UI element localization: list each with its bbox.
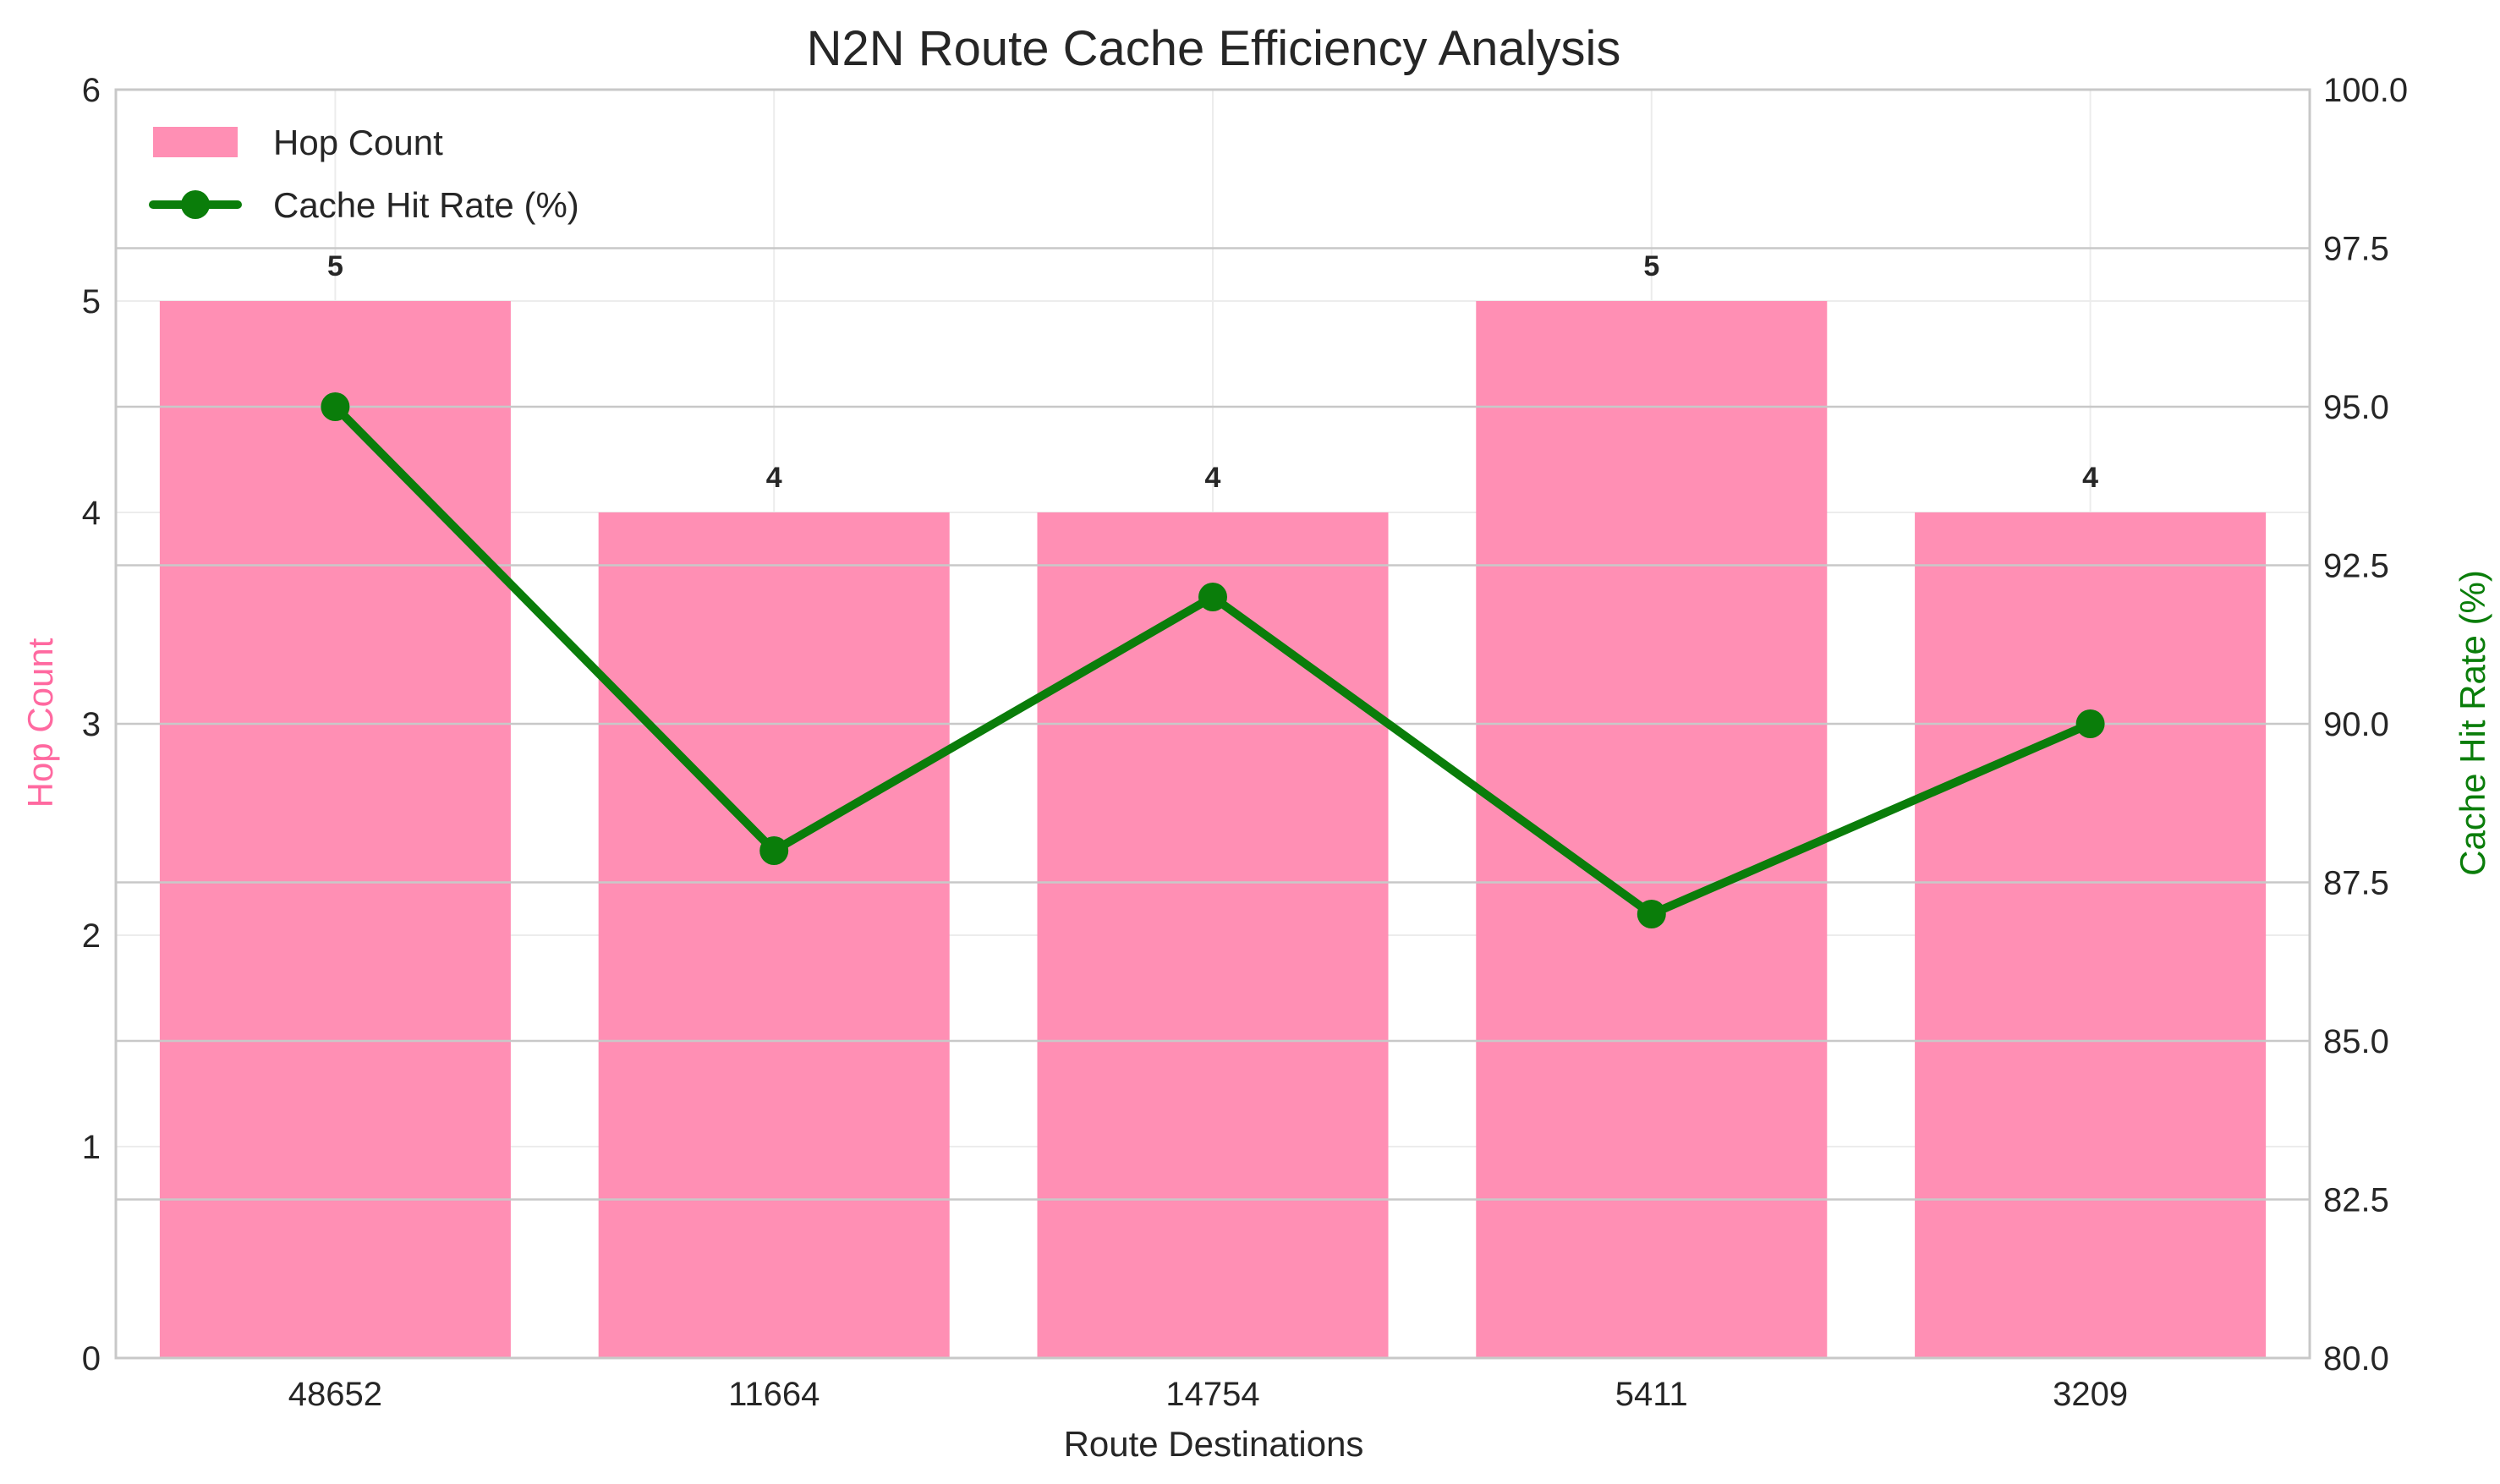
y-tick-label-left: 0 [82, 1340, 101, 1377]
y-tick-label-left: 4 [82, 495, 101, 532]
y-tick-label-left: 2 [82, 917, 101, 955]
bar-value-label: 4 [2082, 462, 2098, 494]
legend-marker-cache-hit-rate [181, 190, 210, 219]
bar-value-label: 4 [1205, 462, 1221, 494]
cache-hit-rate-point-3209 [2075, 709, 2105, 738]
y-axis-label-right: Cache Hit Rate (%) [2453, 570, 2492, 876]
y-tick-label-right: 82.5 [2323, 1182, 2389, 1219]
y-tick-label-left: 3 [82, 706, 101, 743]
x-tick-label: 11664 [728, 1376, 820, 1413]
bar-11664 [598, 512, 950, 1358]
y-tick-label-left: 1 [82, 1129, 101, 1166]
cache-hit-rate-point-14754 [1198, 583, 1227, 611]
axes: 0 1 2 3 4 5 6 80.0 82.5 85.0 87.5 90.0 92.5 95.0 97.5 1… [82, 72, 2408, 1413]
y-tick-label-right: 80.0 [2323, 1340, 2389, 1377]
legend: Hop Count Cache Hit Rate (%) [149, 123, 579, 225]
bar-value-label: 5 [1643, 250, 1659, 282]
legend-label-hop-count: Hop Count [273, 123, 443, 162]
data-labels: 5 4 4 5 4 [327, 250, 2098, 494]
y-tick-label-right: 85.0 [2323, 1023, 2389, 1060]
chart-title: N2N Route Cache Efficiency Analysis [807, 21, 1621, 76]
x-axis-label: Route Destinations [1064, 1424, 1364, 1464]
y-tick-label-right: 92.5 [2323, 548, 2389, 585]
cache-hit-rate-point-48652 [321, 392, 350, 421]
cache-hit-rate-point-11664 [759, 836, 789, 865]
x-tick-label: 14754 [1165, 1376, 1259, 1413]
y-tick-label-right: 90.0 [2323, 706, 2389, 743]
y-axis-label-left: Hop Count [20, 638, 60, 808]
bar-3209 [1915, 512, 2267, 1358]
y-tick-label-left: 5 [82, 283, 101, 320]
x-tick-label: 3209 [2053, 1376, 2128, 1413]
bar-value-label: 4 [766, 462, 782, 494]
legend-label-cache-hit-rate: Cache Hit Rate (%) [273, 185, 579, 225]
legend-swatch-hop-count [153, 127, 238, 157]
y-tick-label-left: 6 [82, 72, 101, 109]
y-tick-label-right: 97.5 [2323, 231, 2389, 268]
bar-value-label: 5 [327, 250, 343, 282]
x-tick-label: 48652 [288, 1376, 382, 1413]
plot-frame [114, 88, 2311, 1360]
cache-hit-rate-point-5411 [1637, 900, 1666, 928]
bar-48652 [159, 301, 511, 1358]
bar-14754 [1037, 512, 1389, 1358]
y-tick-label-right: 95.0 [2323, 389, 2389, 426]
y-tick-label-right: 87.5 [2323, 865, 2389, 902]
x-tick-label: 5411 [1615, 1376, 1688, 1413]
y-tick-label-right: 100.0 [2323, 72, 2408, 109]
